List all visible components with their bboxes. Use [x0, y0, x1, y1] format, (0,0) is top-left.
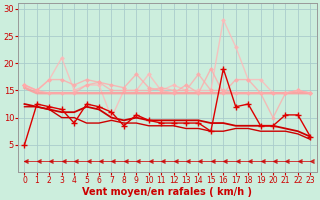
X-axis label: Vent moyen/en rafales ( km/h ): Vent moyen/en rafales ( km/h ) — [82, 187, 252, 197]
